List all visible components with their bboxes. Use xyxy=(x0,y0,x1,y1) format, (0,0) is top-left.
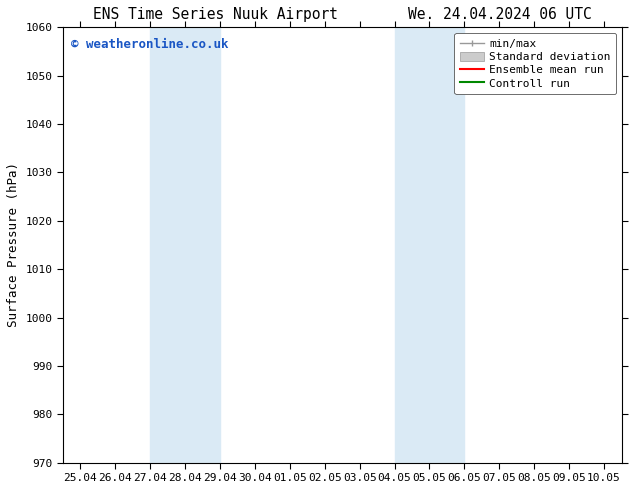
Bar xyxy=(394,27,464,463)
Legend: min/max, Standard deviation, Ensemble mean run, Controll run: min/max, Standard deviation, Ensemble me… xyxy=(455,33,616,94)
Bar xyxy=(150,27,220,463)
Title: ENS Time Series Nuuk Airport        We. 24.04.2024 06 UTC: ENS Time Series Nuuk Airport We. 24.04.2… xyxy=(93,7,592,22)
Text: © weatheronline.co.uk: © weatheronline.co.uk xyxy=(71,38,229,51)
Y-axis label: Surface Pressure (hPa): Surface Pressure (hPa) xyxy=(7,163,20,327)
